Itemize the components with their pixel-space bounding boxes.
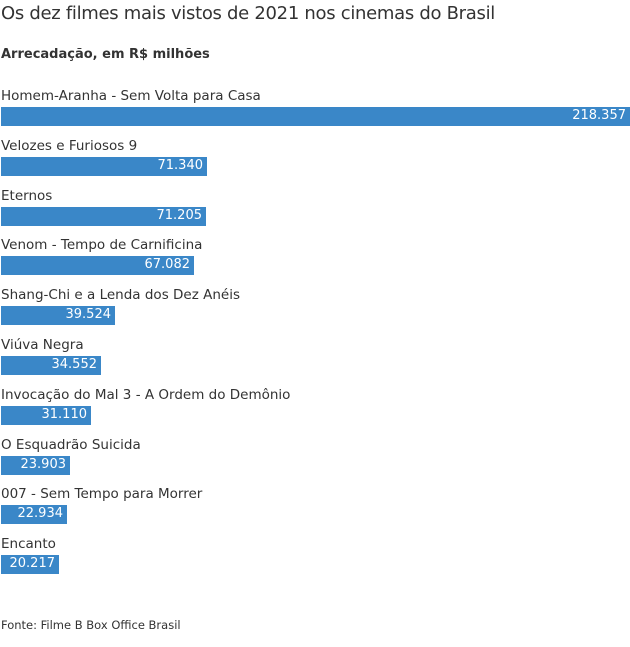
bar-row: Encanto 20.217 [0,534,630,580]
bar-row: 007 - Sem Tempo para Morrer 22.934 [0,484,630,530]
value-label: 218.357 [572,108,626,123]
bar-row: Invocação do Mal 3 - A Ordem do Demônio 3… [0,385,630,431]
bar-row: Eternos 71.205 [0,186,630,232]
category-label: 007 - Sem Tempo para Morrer [1,486,203,503]
bar: 71.340 [1,156,207,176]
bar: 39.524 [1,306,115,326]
chart-subtitle: Arrecadação, em R$ milhões [1,47,210,62]
bar: 31.110 [1,405,91,425]
bar-row: Venom - Tempo de Carnificina 67.082 [0,235,630,281]
category-label: Homem-Aranha - Sem Volta para Casa [1,88,261,104]
value-label: 20.217 [9,556,56,572]
bar: 67.082 [1,256,194,276]
chart-title: Os dez filmes mais vistos de 2021 nos ci… [1,3,495,24]
bar-row: Shang-Chi e a Lenda dos Dez Anéis 39.524 [0,285,630,331]
category-label: Venom - Tempo de Carnificina [1,237,203,254]
value-label: 67.082 [144,257,191,273]
category-label: Viúva Negra [1,337,84,353]
bar: 71.205 [1,206,206,226]
value-label: 31.110 [41,406,88,422]
value-label: 22.934 [17,506,64,522]
category-label: Encanto [1,536,56,553]
bar-row: Homem-Aranha - Sem Volta para Casa 218.35… [0,86,630,132]
source-note: Fonte: Filme B Box Office Brasil [1,618,181,632]
category-label: Shang-Chi e a Lenda dos Dez Anéis [1,287,240,304]
value-label: 34.552 [51,357,98,372]
bar: 23.903 [1,455,70,475]
bar: 34.552 [1,356,101,375]
value-label: 71.340 [157,157,204,173]
value-label: 23.903 [20,456,67,472]
bar: 22.934 [1,505,67,525]
bar-row: Velozes e Furiosos 9 71.340 [0,136,630,182]
category-label: O Esquadrão Suicida [1,436,141,453]
bar-row: Viúva Negra 34.552 [0,335,630,381]
value-label: 39.524 [65,307,112,323]
bar-chart: Homem-Aranha - Sem Volta para Casa 218.35… [0,86,630,586]
category-label: Eternos [1,187,53,204]
bar: 20.217 [1,555,59,575]
category-label: Velozes e Furiosos 9 [1,137,138,154]
bar-row: O Esquadrão Suicida 23.903 [0,435,630,481]
category-label: Invocação do Mal 3 - A Ordem do Demônio [1,386,291,403]
value-label: 71.205 [156,207,203,223]
bar: 218.357 [1,107,630,126]
